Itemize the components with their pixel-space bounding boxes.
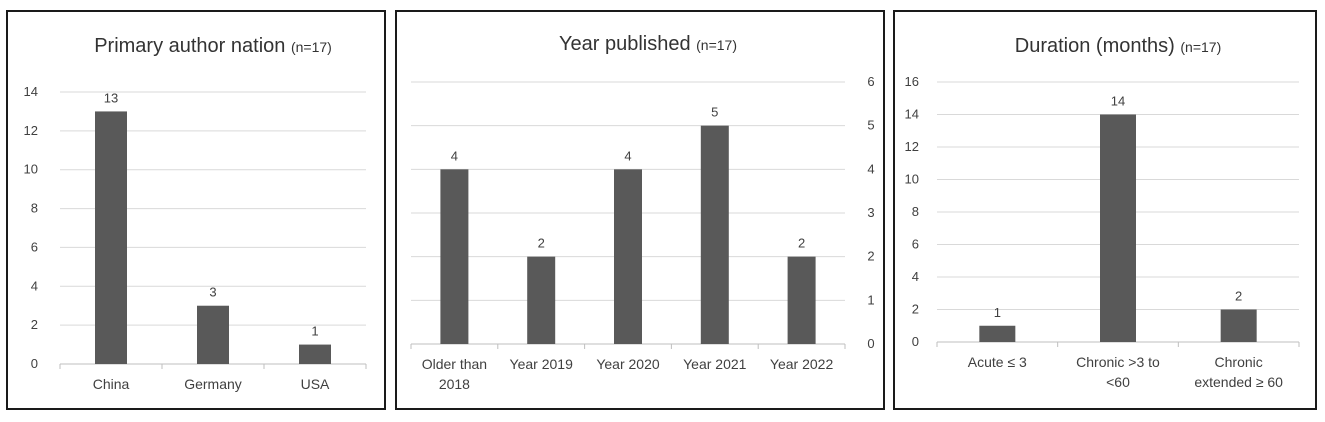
bar (1100, 114, 1136, 342)
y-tick-label: 5 (867, 118, 874, 133)
y-tick-label: 0 (867, 336, 874, 351)
x-tick-label: Acute ≤ 3 (968, 354, 1027, 370)
data-label: 4 (451, 148, 458, 163)
x-tick-label: extended ≥ 60 (1194, 374, 1283, 390)
bar (197, 305, 229, 364)
bar (95, 111, 127, 364)
x-tick-label: 2018 (439, 376, 470, 392)
y-tick-label: 6 (867, 74, 874, 89)
bar (527, 256, 556, 344)
data-label: 1 (311, 324, 318, 339)
chart-title-text: Duration (months) (1015, 35, 1181, 57)
chart-panel-duration: Duration (months) (n=17) 0 2 4 6 8 10 12 14 16 1 Ac… (893, 10, 1317, 410)
y-tick-label: 4 (867, 161, 874, 176)
y-tick-label: 16 (905, 74, 919, 89)
chart-subtitle: (n=17) (1180, 39, 1221, 55)
y-tick-label: 2 (867, 249, 874, 264)
chart-panel-author-nation: Primary author nation (n=17) 0 2 4 6 8 10 12 14 1… (6, 10, 386, 410)
x-tick-label: Year 2019 (510, 356, 574, 372)
data-label: 2 (538, 236, 545, 251)
y-tick-label: 6 (31, 239, 38, 254)
y-tick-label: 12 (24, 123, 38, 138)
chart-title-text: Primary author nation (94, 35, 291, 57)
y-tick-label: 4 (31, 278, 38, 293)
y-tick-label: 2 (912, 302, 919, 317)
y-tick-label: 10 (905, 172, 919, 187)
bar (299, 344, 331, 364)
chart-title: Duration (months) (n=17) (1015, 35, 1221, 57)
bar (440, 169, 469, 344)
y-tick-label: 0 (912, 334, 919, 349)
chart-author-nation: Primary author nation (n=17) 0 2 4 6 8 10 12 14 1… (24, 35, 367, 392)
y-tick-label: 1 (867, 292, 874, 307)
x-tick-label: Chronic (1215, 354, 1263, 370)
data-label: 3 (209, 285, 216, 300)
chart-panel-year-published: Year published (n=17) 0 1 2 3 4 5 6 4 Older than 2… (395, 10, 885, 410)
chart-subtitle: (n=17) (291, 39, 332, 55)
data-label: 13 (104, 90, 118, 105)
y-tick-label: 10 (24, 162, 38, 177)
data-label: 5 (711, 105, 718, 120)
y-tick-label: 14 (24, 84, 38, 99)
chart-title: Year published (n=17) (559, 33, 737, 55)
data-label: 2 (1235, 289, 1242, 304)
x-tick-label: Chronic >3 to (1076, 354, 1160, 370)
y-tick-label: 12 (905, 139, 919, 154)
bar (1220, 309, 1257, 342)
chart-title: Primary author nation (n=17) (94, 35, 332, 57)
y-tick-label: 3 (867, 205, 874, 220)
x-tick-label: USA (301, 376, 330, 392)
bar (614, 169, 642, 344)
y-tick-label: 8 (912, 204, 919, 219)
y-tick-label: 8 (31, 201, 38, 216)
data-label: 1 (994, 305, 1001, 320)
y-tick-label: 0 (31, 356, 38, 371)
chart-title-text: Year published (559, 33, 696, 55)
bar (979, 325, 1016, 342)
x-tick-label: Germany (184, 376, 242, 392)
data-label: 14 (1111, 94, 1125, 109)
x-tick-label: Year 2020 (596, 356, 660, 372)
y-tick-label: 2 (31, 317, 38, 332)
y-tick-label: 4 (912, 269, 919, 284)
y-tick-label: 6 (912, 237, 919, 252)
y-tick-label: 14 (905, 107, 919, 122)
x-tick-label: <60 (1106, 374, 1130, 390)
data-label: 2 (798, 236, 805, 251)
x-tick-label: Older than (422, 356, 487, 372)
x-tick-label: Year 2021 (683, 356, 747, 372)
x-tick-label: China (93, 376, 130, 392)
bar (787, 256, 816, 344)
data-label: 4 (624, 148, 631, 163)
chart-year-published: Year published (n=17) 0 1 2 3 4 5 6 4 Older than 2… (410, 33, 875, 392)
x-tick-label: Year 2022 (770, 356, 834, 372)
chart-duration: Duration (months) (n=17) 0 2 4 6 8 10 12 14 16 1 Ac… (905, 35, 1300, 390)
chart-subtitle: (n=17) (696, 37, 737, 53)
bar (700, 125, 729, 345)
